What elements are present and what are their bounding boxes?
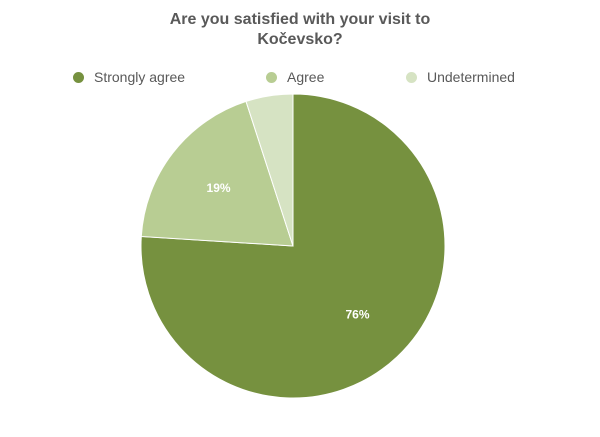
legend-swatch-strongly-agree	[73, 71, 84, 83]
legend-item-undetermined[interactable]: Undetermined	[406, 69, 515, 85]
legend-item-strongly-agree[interactable]: Strongly agree	[73, 69, 185, 85]
chart-legend: Strongly agree Agree Undetermined	[0, 69, 600, 87]
legend-label-undetermined: Undetermined	[427, 69, 515, 85]
pie-label-agree: 19%	[207, 181, 231, 195]
legend-swatch-undetermined	[406, 71, 417, 83]
legend-swatch-agree	[266, 71, 277, 83]
pie-slice-undetermined[interactable]	[245, 93, 294, 247]
chart-title-line-1: Are you satisfied with your visit to	[169, 11, 431, 28]
pie-label-strongly-agree: 76%	[345, 308, 369, 322]
legend-item-agree[interactable]: Agree	[266, 69, 324, 85]
chart-title-line-2: Kočevsko?	[257, 31, 343, 48]
pie-slice-strongly-agree[interactable]	[140, 93, 446, 399]
pie-slice-agree[interactable]	[140, 100, 294, 247]
legend-label-agree: Agree	[287, 69, 325, 85]
legend-label-strongly-agree: Strongly agree	[94, 69, 186, 85]
chart-title: Are you satisfied with your visit to Koč…	[100, 10, 500, 50]
